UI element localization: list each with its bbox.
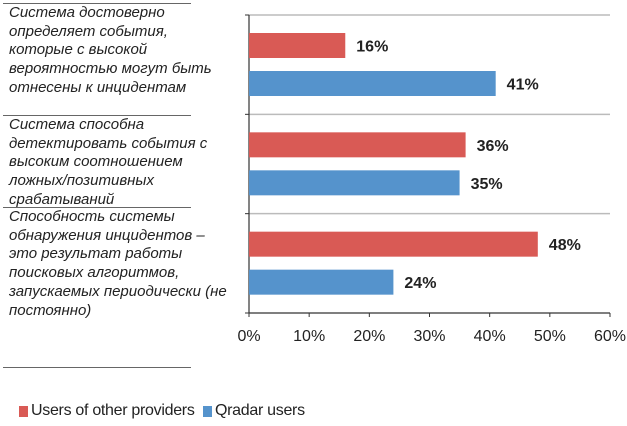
x-tick-label: 0% — [237, 328, 260, 345]
x-tick-label: 10% — [293, 328, 325, 345]
legend-swatch-red — [19, 405, 28, 417]
x-tick-label: 30% — [413, 328, 445, 345]
data-label: 24% — [404, 275, 436, 292]
x-tick-label: 50% — [534, 328, 566, 345]
category-label-3: Способность системы обнаружения инцидент… — [9, 208, 227, 319]
bar — [249, 132, 466, 158]
legend-item-qradar: Qradar users — [203, 402, 305, 420]
legend-label: Users of other providers — [31, 402, 195, 419]
data-label: 48% — [549, 237, 581, 254]
x-tick-label: 60% — [594, 328, 626, 345]
data-label: 35% — [471, 176, 503, 193]
data-label: 36% — [477, 138, 509, 155]
bar-chart: 0% 10% 20% 30% 40% 50% 60% 16% 36% 48% 41% 35% 24% — [237, 14, 626, 345]
category-separator — [3, 367, 191, 368]
category-separator — [3, 3, 191, 4]
data-label: 16% — [356, 39, 388, 56]
category-label-2: Система способна детектировать события с… — [9, 116, 208, 208]
category-separator — [3, 115, 191, 116]
legend-swatch-blue — [203, 405, 212, 417]
category-separator — [3, 207, 191, 208]
data-label: 41% — [507, 77, 539, 94]
bar — [249, 170, 460, 196]
x-tick-label: 20% — [353, 328, 385, 345]
category-label-1: Система достоверно определяет события, к… — [9, 4, 212, 96]
bar — [249, 269, 394, 295]
legend-label: Qradar users — [215, 402, 305, 419]
x-tick-label: 40% — [474, 328, 506, 345]
bar — [249, 33, 346, 58]
bar — [249, 231, 538, 257]
legend-item-other: Users of other providers — [19, 402, 195, 420]
bar — [249, 71, 496, 96]
